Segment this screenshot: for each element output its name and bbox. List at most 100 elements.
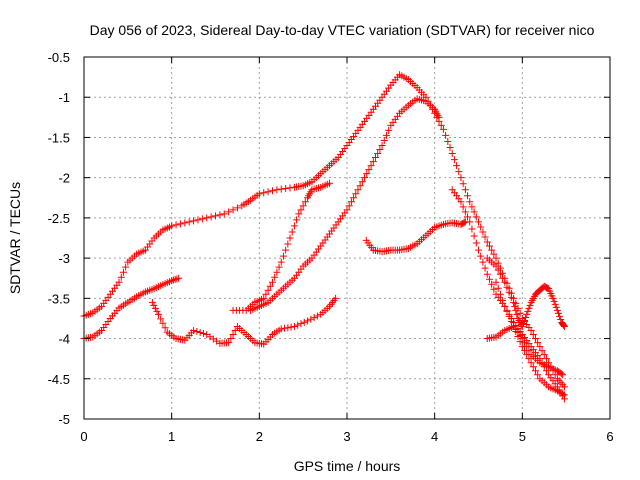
data-point [286, 184, 294, 192]
data-point [313, 312, 321, 320]
data-point [501, 278, 509, 286]
data-point [448, 150, 456, 158]
data-point [374, 150, 382, 158]
data-point [446, 144, 454, 151]
data-point [481, 233, 489, 241]
y-tick-labels: -0.5 -1 -1.5 -2 -2.5 -3 -3.5 -4 -4.5 -5 [48, 50, 70, 427]
data-point [459, 203, 467, 211]
data-point [505, 288, 513, 296]
data-point [376, 146, 384, 154]
data-point [185, 218, 193, 226]
data-point [115, 278, 123, 286]
data-point [523, 351, 531, 359]
data-point [553, 306, 561, 314]
data-point [512, 306, 520, 314]
series-arc-3 [148, 294, 340, 348]
data-point [457, 198, 465, 206]
data-point [531, 367, 539, 375]
data-point [488, 246, 496, 254]
data-point [271, 273, 279, 281]
data-point [450, 156, 458, 164]
data-point [523, 310, 531, 318]
data-point [299, 202, 307, 210]
data-point [168, 222, 176, 230]
data-point [481, 264, 489, 272]
data-point [367, 162, 375, 170]
data-markers [80, 71, 568, 403]
series-arc-4 [229, 179, 333, 314]
data-point [181, 219, 189, 227]
data-point [294, 321, 302, 329]
data-point [470, 208, 478, 216]
data-point [496, 290, 504, 298]
data-point [534, 371, 542, 379]
data-point [492, 262, 500, 270]
data-point [151, 304, 159, 312]
data-point [499, 274, 507, 282]
data-point [468, 225, 476, 233]
data-point [171, 275, 179, 283]
data-point [511, 302, 519, 310]
data-point [485, 275, 493, 283]
data-point [439, 125, 447, 133]
data-point [194, 216, 202, 224]
data-point [169, 276, 177, 284]
data-point [198, 215, 206, 223]
data-point [157, 315, 165, 323]
x-tick-label: 6 [606, 429, 613, 444]
data-point [472, 213, 480, 221]
data-point [514, 333, 522, 341]
y-tick-label: -2 [58, 171, 70, 186]
data-point [466, 198, 474, 206]
data-point [155, 310, 163, 318]
data-point [490, 250, 498, 258]
data-point [153, 307, 161, 315]
y-tick-label: -3.5 [48, 291, 70, 306]
x-tick-label: 2 [256, 429, 263, 444]
data-point [557, 315, 565, 323]
data-point [203, 214, 211, 222]
y-tick-label: -3 [58, 251, 70, 266]
data-point [525, 304, 533, 312]
data-point [216, 211, 224, 219]
data-point [464, 213, 472, 221]
data-point [264, 188, 272, 196]
data-point [559, 371, 567, 379]
data-point [459, 180, 467, 188]
y-axis-label: SDTVAR / TECUs [7, 182, 23, 294]
y-tick-label: -5 [58, 412, 70, 427]
data-point [538, 347, 546, 355]
data-point [332, 294, 340, 302]
data-point [507, 317, 515, 325]
data-point [229, 331, 237, 339]
data-point [516, 338, 524, 346]
data-point [529, 331, 537, 339]
series-arc-6 [362, 218, 469, 256]
data-point [301, 198, 309, 206]
data-point [501, 302, 509, 310]
data-point [437, 121, 445, 129]
data-point [225, 208, 233, 216]
data-point [345, 202, 353, 210]
data-point [304, 317, 312, 325]
data-point [435, 113, 443, 121]
data-point [297, 206, 305, 214]
data-point [275, 263, 283, 271]
data-point [522, 313, 530, 321]
data-point [557, 389, 565, 397]
data-point [549, 294, 557, 302]
data-point [307, 315, 315, 323]
data-point [277, 258, 285, 266]
data-point [554, 309, 562, 317]
data-point [531, 335, 539, 343]
data-point [148, 298, 156, 306]
data-point [505, 312, 513, 320]
data-point [268, 187, 276, 195]
data-point [363, 170, 371, 178]
x-tick-label: 3 [343, 429, 350, 444]
data-point [297, 320, 305, 328]
data-point [284, 324, 292, 332]
y-tick-label: -2.5 [48, 211, 70, 226]
data-point [475, 246, 482, 254]
